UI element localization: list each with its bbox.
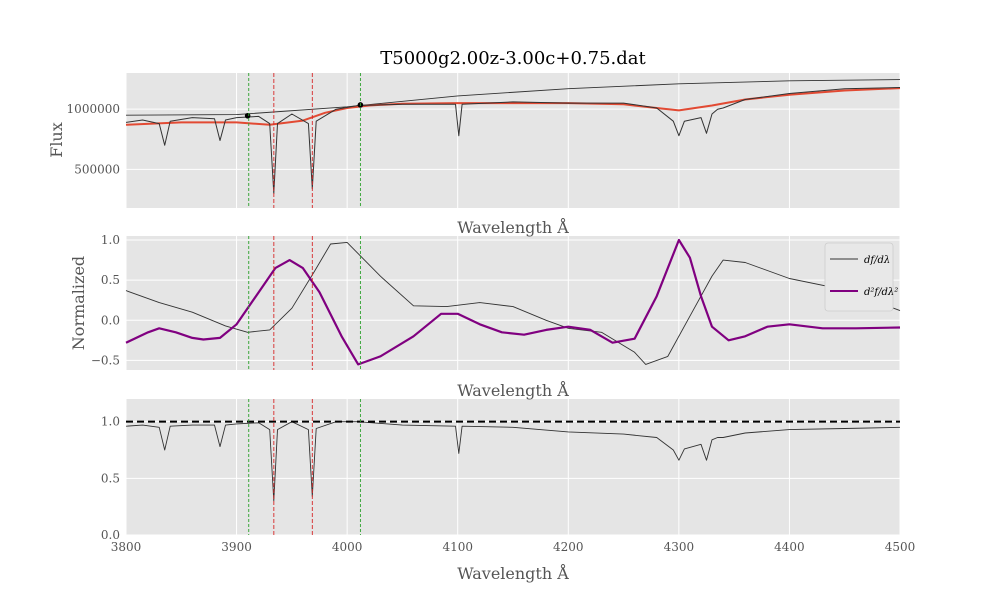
legend-label-second-derivative: d²f/dλ² xyxy=(864,287,898,298)
legend: df/dλ d²f/dλ² xyxy=(824,242,898,312)
series-line-spectrum xyxy=(125,87,901,194)
plot-area xyxy=(126,399,900,535)
derivative-ylabel: Normalized xyxy=(69,256,88,350)
chart-title: T5000g2.00z-3.00c+0.75.dat xyxy=(380,48,646,69)
legend-label-first-derivative: df/dλ xyxy=(864,255,890,266)
x-tick-label: 4500 xyxy=(885,540,916,554)
derivative-panel: −0.5 0.0 0.5 1.0 xyxy=(91,233,901,370)
y-tick-label: 0.0 xyxy=(101,313,120,327)
marker-point xyxy=(244,112,251,119)
normalized-panel: 0.0 0.5 1.0 3800 3900 4000 4100 4200 4300 4400 450… xyxy=(101,399,915,554)
legend-frame xyxy=(824,242,894,312)
derivative-xlabel: Wavelength Å xyxy=(457,380,569,400)
x-tick-label: 4400 xyxy=(774,540,805,554)
x-tick-label: 3900 xyxy=(221,540,252,554)
y-tick-label: 1.0 xyxy=(101,233,120,247)
flux-ylabel: Flux xyxy=(47,122,66,158)
y-tick-label: 1.0 xyxy=(101,415,120,429)
series-line-continuum xyxy=(125,79,901,116)
flux-panel: 500000 1000000 xyxy=(67,73,901,208)
x-tick-label: 4300 xyxy=(664,540,695,554)
plot-area xyxy=(126,73,900,208)
x-tick-label: 3800 xyxy=(111,540,142,554)
plot-area xyxy=(126,236,900,370)
x-tick-label: 4000 xyxy=(332,540,363,554)
x-tick-label: 4100 xyxy=(442,540,473,554)
series-line-second-derivative xyxy=(125,238,901,366)
y-tick-label: 0.5 xyxy=(101,471,120,485)
y-tick-label: 0.5 xyxy=(101,273,120,287)
y-tick-label: 1000000 xyxy=(67,102,120,116)
y-tick-label: −0.5 xyxy=(91,353,120,367)
normalized-xlabel: Wavelength Å xyxy=(457,563,569,583)
x-tick-label: 4200 xyxy=(553,540,584,554)
flux-xlabel: Wavelength Å xyxy=(457,217,569,237)
y-tick-label: 0.0 xyxy=(101,528,120,542)
series-line-first-derivative xyxy=(125,241,901,365)
series-line-normalized-spectrum xyxy=(125,421,901,502)
y-tick-label: 500000 xyxy=(74,162,120,176)
